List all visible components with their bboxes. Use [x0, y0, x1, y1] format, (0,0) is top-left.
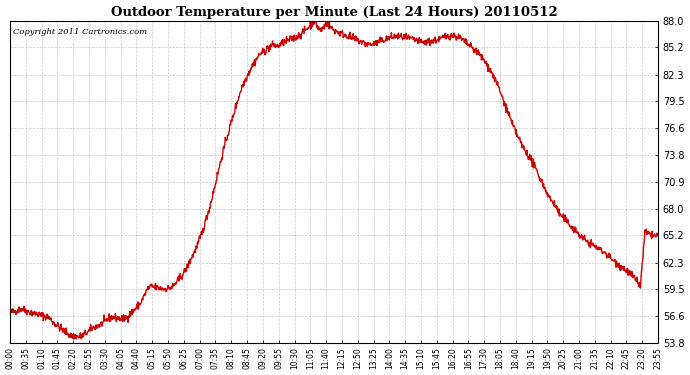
Title: Outdoor Temperature per Minute (Last 24 Hours) 20110512: Outdoor Temperature per Minute (Last 24 … [110, 6, 558, 18]
Text: Copyright 2011 Cartronics.com: Copyright 2011 Cartronics.com [13, 27, 148, 36]
